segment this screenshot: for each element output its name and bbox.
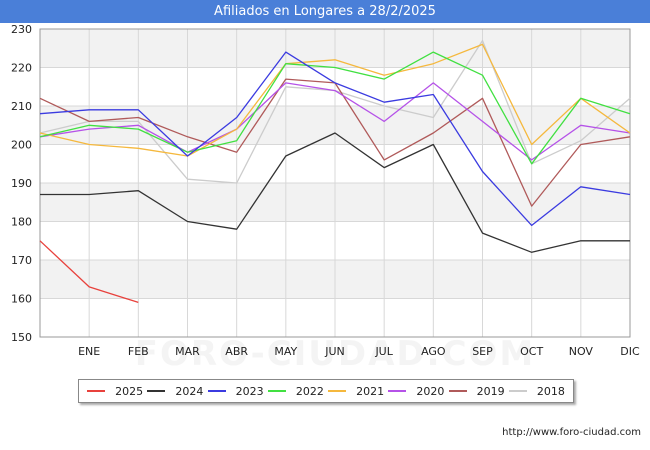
series-line-2022: [39, 51, 631, 165]
legend-swatch: [87, 390, 106, 392]
plot-area-border: [39, 28, 631, 338]
x-tick-label: SEP: [472, 345, 493, 358]
watermark: FORO-CIUDAD.COM: [135, 334, 536, 374]
series-line-2023: [39, 51, 631, 227]
legend-label: 2018: [536, 384, 565, 398]
legend-item-2021: 2021: [328, 385, 384, 398]
y-tick-label: 230: [11, 23, 32, 36]
y-tick-label: 200: [11, 139, 32, 152]
legend-item-2024: 2024: [147, 385, 203, 398]
legend-swatch: [388, 390, 407, 392]
x-tick-label: DIC: [620, 345, 640, 358]
x-tick-label: FEB: [128, 345, 149, 358]
y-tick-label: 210: [11, 100, 32, 113]
legend-swatch: [508, 390, 527, 392]
x-tick-label: OCT: [520, 345, 543, 358]
x-tick-label: MAY: [274, 345, 297, 358]
y-tick-label: 220: [11, 62, 32, 75]
legend-label: 2023: [235, 384, 264, 398]
chart-title: Afiliados en Longares a 28/2/2025: [0, 0, 650, 23]
y-tick-label: 170: [11, 254, 32, 267]
chart-legend: 2025 2024 2023 2022 2021 2020 2019 2018: [78, 379, 574, 403]
y-tick-label: 150: [11, 331, 32, 344]
legend-swatch: [147, 390, 166, 392]
legend-item-2018: 2018: [508, 384, 565, 398]
y-tick-label: 160: [11, 293, 32, 306]
x-tick-label: JUN: [324, 345, 345, 358]
legend-item-2022: 2022: [267, 384, 324, 398]
legend-label: 2022: [295, 384, 324, 398]
legend-item-2023: 2023: [207, 384, 264, 398]
series-line-2025: [39, 240, 139, 304]
legend-swatch: [207, 390, 226, 392]
legend-swatch: [328, 390, 347, 392]
y-tick-label: 190: [11, 177, 32, 190]
legend-item-2020: 2020: [388, 385, 444, 398]
legend-label: 2025: [115, 384, 144, 398]
legend-label: 2020: [416, 384, 445, 398]
series-line-2020: [39, 82, 631, 161]
x-tick-label: ABR: [225, 345, 248, 358]
legend-swatch: [267, 390, 286, 392]
x-tick-label: JUL: [374, 345, 393, 358]
source-url[interactable]: http://www.foro-ciudad.com: [502, 427, 641, 438]
legend-swatch: [448, 390, 467, 392]
x-tick-label: NOV: [569, 345, 594, 358]
legend-item-2019: 2019: [448, 384, 505, 398]
x-tick-label: AGO: [421, 345, 446, 358]
legend-label: 2019: [476, 384, 505, 398]
series-line-2021: [39, 43, 631, 157]
legend-label: 2021: [356, 384, 385, 398]
x-tick-label: ENE: [78, 345, 100, 358]
x-tick-label: MAR: [175, 345, 200, 358]
series-line-2024: [40, 132, 630, 253]
legend-label: 2024: [175, 384, 204, 398]
y-tick-label: 180: [11, 216, 32, 229]
legend-item-2025: 2025: [87, 385, 143, 398]
